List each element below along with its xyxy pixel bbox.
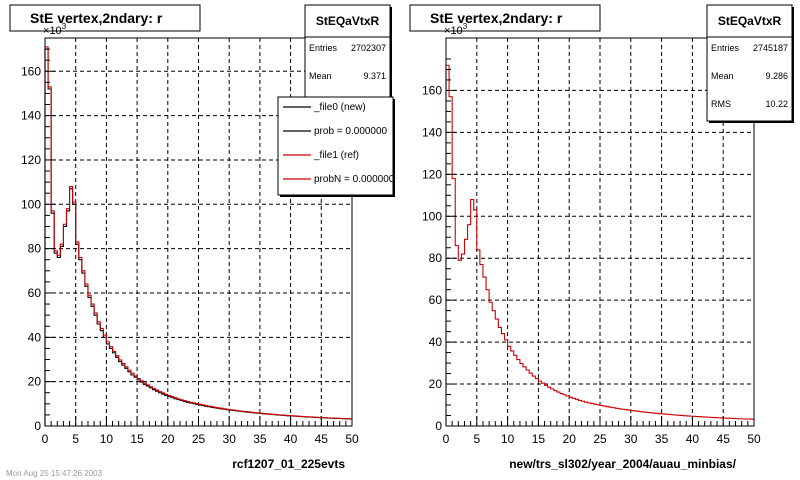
- left-y-tick-label: 100: [21, 197, 41, 211]
- left-legend-label: probN = 0.000000: [314, 174, 395, 185]
- right-x-tick-label: 20: [563, 432, 577, 446]
- right-title: StE vertex,2ndary: r: [430, 10, 563, 26]
- left-stats-name: StEQaVtxR: [316, 14, 380, 28]
- right-x-tick-label: 25: [593, 432, 607, 446]
- right-stats-label: RMS: [711, 99, 731, 109]
- right-x-tick-label: 45: [717, 432, 731, 446]
- left-x-tick-label: 20: [161, 432, 175, 446]
- left-x-tick-label: 40: [284, 432, 298, 446]
- right-x-tick-label: 40: [686, 432, 700, 446]
- footer-timestamp: Mon Aug 25 15:47:26 2003: [6, 469, 103, 478]
- right-y-tick-label: 120: [422, 167, 442, 181]
- right-x-tick-label: 30: [624, 432, 638, 446]
- right-y-tick-label: 40: [429, 335, 443, 349]
- right-y-tick-label: 140: [422, 125, 442, 139]
- left-x-tick-label: 25: [192, 432, 206, 446]
- left-title: StE vertex,2ndary: r: [30, 10, 163, 26]
- right-x-tick-label: 15: [532, 432, 546, 446]
- left-stats-label: Mean: [309, 71, 332, 81]
- left-y-tick-label: 160: [21, 64, 41, 78]
- right-histogram-panel: StE vertex,2ndary: r 0 5 10 15 20 25 30 35 40 45 5…: [410, 5, 794, 471]
- left-stats-label: Entries: [309, 43, 338, 53]
- right-x-tick-label: 10: [501, 432, 515, 446]
- left-x-tick-label: 5: [72, 432, 79, 446]
- right-stats-value: 2745187: [753, 43, 788, 53]
- left-stats-value: 2702307: [351, 43, 386, 53]
- right-stats-value: 9.286: [765, 71, 788, 81]
- right-x-tick-label: 50: [747, 432, 761, 446]
- right-y-tick-label: 60: [429, 293, 443, 307]
- right-x-tick-label: 0: [443, 432, 450, 446]
- right-y-multiplier-exponent: 3: [463, 22, 468, 31]
- right-stats-label: Entries: [711, 43, 740, 53]
- left-y-multiplier-exponent: 3: [62, 22, 67, 31]
- right-x-axis-label: new/trs_sl302/year_2004/auau_minbias/: [509, 457, 736, 471]
- left-x-tick-label: 0: [42, 432, 49, 446]
- left-x-tick-label: 50: [345, 432, 359, 446]
- left-x-tick-label: 45: [315, 432, 329, 446]
- left-y-tick-label: 0: [34, 419, 41, 433]
- left-x-tick-label: 10: [100, 432, 114, 446]
- right-y-tick-label: 160: [422, 83, 442, 97]
- left-stats-value: 9.371: [363, 71, 386, 81]
- left-y-multiplier-base: 10: [49, 25, 61, 37]
- left-y-tick-label: 80: [28, 242, 42, 256]
- left-legend-label: _file1 (ref): [313, 150, 359, 161]
- right-y-tick-label: 80: [429, 251, 443, 265]
- left-y-tick-label: 120: [21, 153, 41, 167]
- left-y-tick-label: 20: [28, 375, 42, 389]
- right-stats-value: 10.22: [765, 99, 788, 109]
- left-x-tick-label: 30: [223, 432, 237, 446]
- right-y-tick-label: 100: [422, 209, 442, 223]
- right-stats-label: Mean: [711, 71, 734, 81]
- left-x-tick-label: 15: [130, 432, 144, 446]
- left-x-axis-label: rcf1207_01_225evts: [232, 457, 345, 471]
- right-y-multiplier-base: 10: [450, 25, 462, 37]
- right-y-tick-label: 20: [429, 377, 443, 391]
- right-x-tick-label: 5: [473, 432, 480, 446]
- right-x-tick-label: 35: [655, 432, 669, 446]
- left-legend-label: prob = 0.000000: [314, 126, 388, 137]
- left-y-tick-label: 40: [28, 330, 42, 344]
- right-y-tick-label: 0: [435, 419, 442, 433]
- left-histogram-panel: StE vertex,2ndary: r 0 5 10 15 20 25 30 35 40 45 5…: [10, 5, 395, 471]
- left-x-tick-label: 35: [253, 432, 267, 446]
- left-y-tick-label: 140: [21, 109, 41, 123]
- left-y-tick-label: 60: [28, 286, 42, 300]
- left-legend-label: _file0 (new): [313, 102, 366, 113]
- right-stats-name: StEQaVtxR: [718, 14, 782, 28]
